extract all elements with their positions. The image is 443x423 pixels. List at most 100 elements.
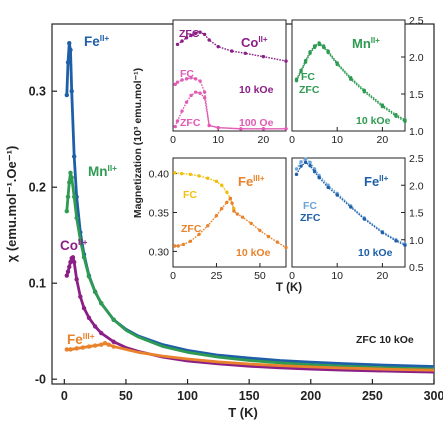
x-tick-label: 150 bbox=[239, 389, 260, 403]
data-point bbox=[92, 324, 98, 329]
data-point bbox=[70, 255, 76, 260]
inset-data-point bbox=[321, 45, 326, 50]
inset-data-point bbox=[197, 232, 201, 236]
data-point bbox=[92, 289, 98, 295]
data-point bbox=[78, 294, 83, 299]
data-point bbox=[99, 342, 104, 347]
inset-data-point bbox=[175, 80, 180, 84]
inset-data-point bbox=[176, 244, 180, 248]
inset-data-point bbox=[239, 127, 243, 131]
inset-data-point bbox=[317, 175, 321, 180]
inset-y-tick-label: 0.30 bbox=[149, 246, 170, 258]
inset-data-point bbox=[303, 157, 308, 161]
data-point bbox=[64, 92, 69, 98]
data-point bbox=[65, 194, 71, 199]
inset-series-label: 10 kOe bbox=[239, 84, 274, 96]
inset-x-tick-label: 0 bbox=[170, 134, 176, 146]
inset-data-point bbox=[403, 119, 407, 124]
inset-data-point bbox=[284, 59, 288, 63]
inset-label-element: Fe bbox=[238, 174, 253, 189]
inset-x-tick-label: 0 bbox=[170, 270, 176, 282]
inset-label-element: Co bbox=[241, 35, 258, 50]
series-line bbox=[66, 341, 435, 372]
inset-data-point bbox=[284, 127, 288, 131]
data-point bbox=[64, 347, 69, 352]
inset-series-zfc bbox=[175, 30, 288, 63]
x-tick-label: 200 bbox=[300, 389, 321, 403]
inset-series-label: FC bbox=[303, 200, 317, 212]
series-mn-ii: MnII+ bbox=[64, 163, 435, 371]
inset-series-line bbox=[174, 172, 235, 209]
inset-data-point bbox=[173, 244, 177, 248]
inset-data-point bbox=[228, 196, 233, 201]
inset-series-zfc bbox=[173, 90, 288, 131]
inset-data-point bbox=[173, 171, 177, 175]
series-label: FeII+ bbox=[84, 33, 109, 49]
inset-x-tick-label: 20 bbox=[377, 270, 389, 282]
inset-data-point bbox=[230, 49, 234, 53]
inset-data-point bbox=[198, 30, 202, 34]
data-point bbox=[106, 342, 111, 347]
y-tick-label: 0.1 bbox=[29, 277, 46, 291]
inset-data-point bbox=[175, 119, 180, 123]
inset-data-point bbox=[294, 167, 299, 171]
inset-series-label: 10 kOe bbox=[236, 247, 271, 259]
series-label-element: Mn bbox=[88, 164, 108, 179]
inset-data-point bbox=[261, 54, 266, 59]
x-tick-label: 100 bbox=[177, 389, 198, 403]
inset-data-point bbox=[181, 242, 186, 247]
inset-label: CoII+ bbox=[241, 35, 268, 50]
inset-data-point bbox=[235, 212, 240, 216]
inset-data-point bbox=[219, 183, 224, 187]
inset-x-tick-label: 10 bbox=[331, 134, 343, 146]
inset-data-point bbox=[173, 82, 177, 87]
data-point bbox=[69, 89, 74, 94]
inset-data-point bbox=[193, 77, 198, 81]
inset-data-point bbox=[243, 51, 248, 55]
series-label-element: Fe bbox=[67, 332, 83, 347]
inset-data-point bbox=[216, 44, 220, 49]
data-point bbox=[86, 344, 92, 349]
inset-data-point bbox=[193, 90, 198, 94]
inset-y-tick-label: 2.5 bbox=[409, 15, 424, 27]
data-point bbox=[69, 175, 74, 180]
data-point bbox=[65, 269, 71, 274]
data-point bbox=[68, 259, 73, 265]
inset-data-point bbox=[225, 200, 229, 205]
inset-data-point bbox=[206, 224, 210, 228]
series-co-ii: CoII+ bbox=[60, 237, 435, 374]
data-point bbox=[74, 346, 79, 351]
inset-series-zfc bbox=[294, 42, 407, 124]
inset-label-ion: III+ bbox=[253, 174, 265, 183]
inset-series-fc bbox=[173, 171, 236, 211]
x-tick-label: 250 bbox=[362, 389, 383, 403]
inset-series-label: ZFC bbox=[299, 84, 320, 96]
inset-data-point bbox=[312, 45, 317, 50]
data-point bbox=[68, 347, 73, 352]
inset-data-point bbox=[261, 127, 266, 131]
data-point bbox=[81, 255, 87, 260]
inset-y-tick-label: 0.35 bbox=[149, 208, 170, 220]
inset-data-point bbox=[180, 78, 184, 82]
inset-series-label: FC bbox=[301, 71, 315, 83]
inset-label: MnII+ bbox=[352, 36, 380, 51]
inset-x-tick-label: 0 bbox=[289, 270, 295, 282]
inset-data-point bbox=[349, 205, 353, 209]
inset-y-tick-label: 2.5 bbox=[409, 153, 424, 165]
inset-data-point bbox=[216, 125, 220, 130]
inset-data-point bbox=[394, 239, 398, 243]
x-tick-label: 300 bbox=[424, 389, 443, 403]
series-label: FeIII+ bbox=[67, 331, 95, 347]
inset-data-point bbox=[335, 193, 339, 197]
inset-fe2: 0 10 20 0.5 1.0 1.5 2.0 2.5 FeII+ bbox=[289, 153, 424, 282]
data-point bbox=[71, 154, 77, 159]
inset-x-tick-label: 25 bbox=[211, 270, 223, 282]
inset-data-point bbox=[180, 39, 184, 43]
inset-x-tick-label: 20 bbox=[377, 134, 389, 146]
y-tick-label: -0 bbox=[35, 373, 46, 387]
data-point bbox=[86, 274, 92, 279]
x-tick-label: 50 bbox=[119, 389, 133, 403]
inset-data-point bbox=[189, 33, 193, 38]
inset-data-point bbox=[349, 77, 353, 81]
